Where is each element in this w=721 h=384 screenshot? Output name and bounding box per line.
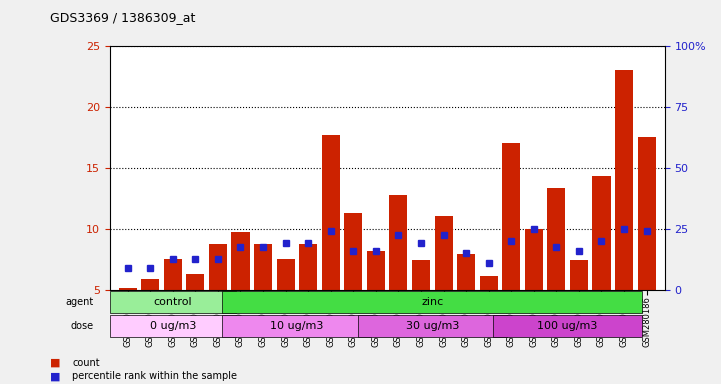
Bar bbox=[615, 70, 633, 351]
Bar bbox=[344, 213, 363, 351]
Bar bbox=[593, 176, 611, 351]
Text: ■: ■ bbox=[50, 358, 61, 368]
Text: control: control bbox=[154, 297, 192, 307]
Bar bbox=[503, 143, 521, 351]
Bar bbox=[389, 195, 407, 351]
Text: dose: dose bbox=[71, 321, 94, 331]
Bar bbox=[119, 288, 137, 351]
Text: GDS3369 / 1386309_at: GDS3369 / 1386309_at bbox=[50, 12, 196, 25]
Text: 100 ug/m3: 100 ug/m3 bbox=[537, 321, 598, 331]
FancyBboxPatch shape bbox=[358, 315, 507, 337]
Bar bbox=[186, 274, 204, 351]
Text: zinc: zinc bbox=[421, 297, 443, 307]
FancyBboxPatch shape bbox=[110, 315, 236, 337]
Bar bbox=[547, 189, 565, 351]
Bar bbox=[209, 245, 227, 351]
Bar bbox=[164, 259, 182, 351]
Bar bbox=[435, 217, 453, 351]
FancyBboxPatch shape bbox=[493, 315, 642, 337]
FancyBboxPatch shape bbox=[223, 291, 642, 313]
Bar bbox=[231, 232, 249, 351]
Bar bbox=[254, 245, 272, 351]
Text: ■: ■ bbox=[50, 371, 61, 381]
Text: 0 ug/m3: 0 ug/m3 bbox=[149, 321, 196, 331]
Bar bbox=[412, 260, 430, 351]
FancyBboxPatch shape bbox=[110, 291, 236, 313]
Bar bbox=[637, 137, 655, 351]
Bar bbox=[322, 135, 340, 351]
Bar bbox=[367, 250, 385, 351]
Bar bbox=[479, 276, 497, 351]
Text: 10 ug/m3: 10 ug/m3 bbox=[270, 321, 324, 331]
Text: agent: agent bbox=[66, 297, 94, 307]
Bar bbox=[525, 228, 543, 351]
Text: count: count bbox=[72, 358, 99, 368]
Bar bbox=[141, 278, 159, 351]
Bar bbox=[277, 259, 295, 351]
Text: percentile rank within the sample: percentile rank within the sample bbox=[72, 371, 237, 381]
Bar bbox=[299, 245, 317, 351]
Text: 30 ug/m3: 30 ug/m3 bbox=[406, 321, 459, 331]
Bar bbox=[570, 260, 588, 351]
FancyBboxPatch shape bbox=[223, 315, 371, 337]
Bar bbox=[457, 254, 475, 351]
